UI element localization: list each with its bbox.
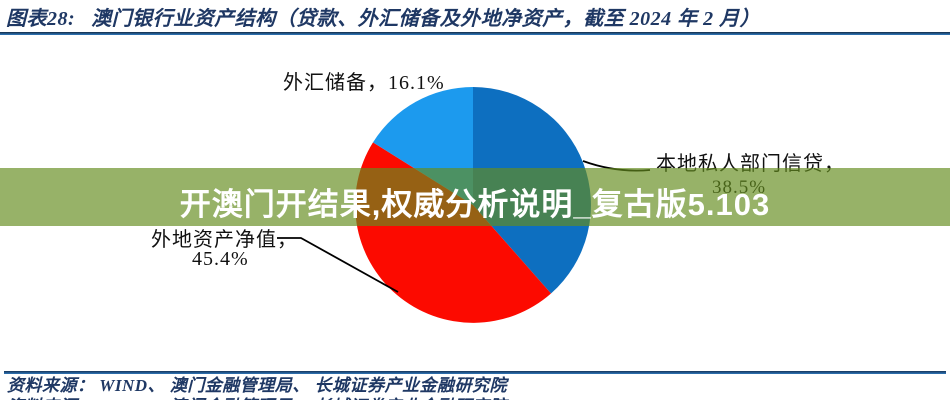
callout-net-foreign-assets-name: 外地资产净值， [151,229,298,251]
figure-title: 澳门银行业资产结构（贷款、外汇储备及外地净资产，截至 2024 年 2 月） [91,8,761,30]
footer-divider-line [4,371,946,374]
watermark-banner[interactable]: 开澳门开结果,权威分析说明_复古版5.103 [0,168,950,226]
callout-fx-reserves: 外汇储备，16.1% [283,72,445,94]
callout-net-foreign-assets-pct: 45.4% [192,248,249,270]
header-divider-line [0,32,950,35]
source-line: 资料来源： WIND、 澳门金融管理局、 长城证券产业金融研究院 [7,376,508,395]
source-line-clipped: 资料来源： WIND、 澳门金融管理局、 长城证券产业金融研究院 [7,397,507,400]
figure-header: 图表28: 澳门银行业资产结构（贷款、外汇储备及外地净资产，截至 2024 年 2… [6,7,760,31]
leader-line-net-foreign-assets [277,237,399,293]
watermark-text: 开澳门开结果,权威分析说明_复古版5.103 [179,186,771,222]
figure-number-label: 图表28: [6,8,76,30]
